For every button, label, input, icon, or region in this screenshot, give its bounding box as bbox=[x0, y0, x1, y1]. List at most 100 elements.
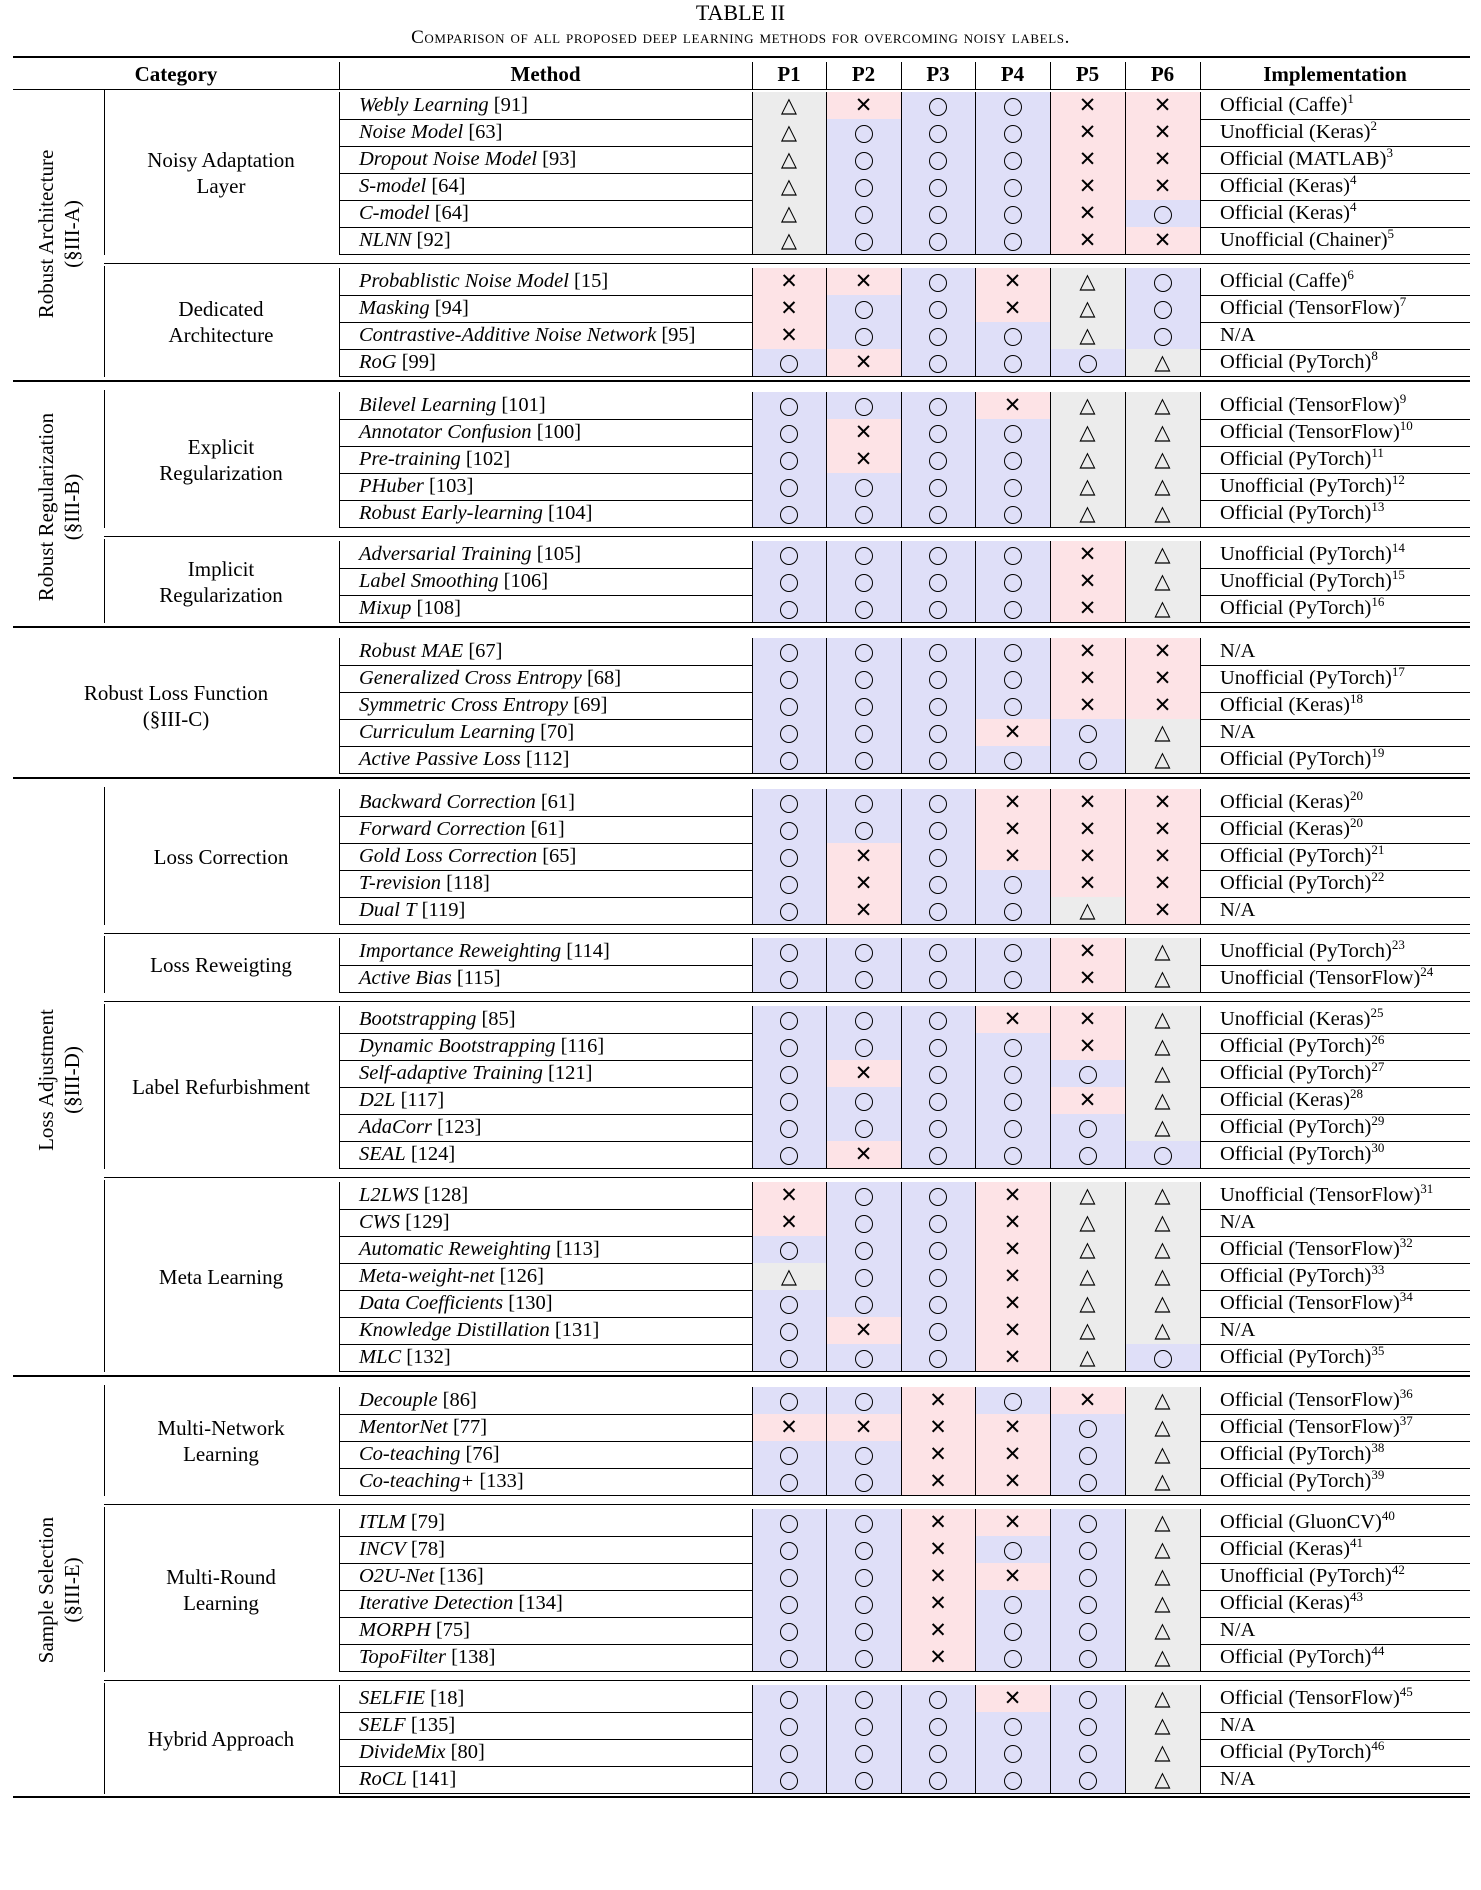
circle-icon bbox=[1003, 355, 1022, 374]
p5-cell: △ bbox=[1050, 419, 1125, 446]
p1-cell-shade bbox=[753, 295, 826, 322]
method-cell: O2U-Net [136] bbox=[359, 1563, 484, 1590]
triangle-icon: △ bbox=[780, 147, 798, 171]
p5-cell-shade bbox=[1051, 473, 1125, 500]
p2-cell bbox=[826, 719, 901, 746]
p4-cell-shade bbox=[976, 1344, 1050, 1371]
p6-cell-shade bbox=[1126, 1644, 1200, 1671]
cross-icon: ✕ bbox=[854, 1318, 873, 1342]
implementation-text: N/A bbox=[1220, 1768, 1256, 1790]
circle-icon bbox=[1003, 1542, 1022, 1561]
circle-icon bbox=[1003, 601, 1022, 620]
circle-icon bbox=[929, 328, 947, 347]
footnote-mark: 27 bbox=[1371, 1059, 1385, 1074]
circle-icon bbox=[1003, 752, 1022, 771]
cross-icon: ✕ bbox=[1003, 1469, 1022, 1493]
circle-icon bbox=[780, 601, 798, 620]
p4-cell bbox=[975, 119, 1050, 146]
footnote-mark: 42 bbox=[1391, 1562, 1405, 1577]
method-reference: [124] bbox=[410, 1143, 456, 1165]
p3-cell bbox=[901, 665, 975, 692]
p4-cell: ✕ bbox=[975, 1685, 1050, 1712]
circle-icon bbox=[780, 876, 798, 895]
column-rule bbox=[1125, 1387, 1126, 1495]
circle-icon bbox=[854, 1120, 873, 1139]
circle-icon bbox=[1078, 1623, 1097, 1642]
p3-cell bbox=[901, 146, 975, 173]
footnote-mark: 41 bbox=[1349, 1535, 1363, 1550]
implementation-cell: Official (Keras)4 bbox=[1220, 173, 1356, 200]
triangle-icon: △ bbox=[1154, 447, 1171, 471]
column-rule bbox=[901, 638, 902, 773]
header-implementation: Implementation bbox=[1263, 62, 1407, 86]
cross-icon: ✕ bbox=[1078, 693, 1097, 717]
subgroup-label: Loss Reweigting bbox=[104, 938, 338, 992]
method-cell: Active Bias [115] bbox=[359, 965, 501, 992]
column-rule bbox=[1200, 1387, 1201, 1495]
circle-icon bbox=[1153, 206, 1172, 225]
row-rule bbox=[339, 773, 1470, 774]
p1-cell-shade bbox=[753, 1209, 826, 1236]
method-reference: [108] bbox=[416, 597, 461, 619]
p6-cell-shade bbox=[1126, 1739, 1200, 1766]
p2-cell bbox=[826, 541, 901, 568]
subgroup-rule bbox=[104, 536, 1470, 537]
p6-cell: △ bbox=[1125, 1317, 1200, 1344]
p1-cell: ✕ bbox=[752, 1414, 826, 1441]
triangle-icon: △ bbox=[1079, 898, 1096, 922]
p5-cell-shade bbox=[1051, 1209, 1125, 1236]
circle-icon bbox=[854, 1296, 873, 1315]
category-rule bbox=[13, 380, 1470, 382]
implementation-cell: N/A bbox=[1220, 638, 1255, 665]
circle-icon bbox=[854, 601, 873, 620]
implementation-text: Official (GluonCV) bbox=[1220, 1511, 1382, 1533]
method-reference: [68] bbox=[586, 667, 622, 689]
method-name: Forward Correction bbox=[359, 818, 526, 840]
p4-cell-shade bbox=[976, 1209, 1050, 1236]
p5-cell bbox=[1050, 1441, 1125, 1468]
footnote-mark: 36 bbox=[1399, 1386, 1413, 1401]
column-rule bbox=[1200, 268, 1201, 376]
method-name: Generalized Cross Entropy bbox=[359, 667, 582, 689]
p4-cell-shade bbox=[976, 719, 1050, 746]
triangle-icon: △ bbox=[1079, 447, 1096, 471]
circle-icon bbox=[1003, 1039, 1022, 1058]
p3-cell bbox=[901, 119, 975, 146]
method-cell: Forward Correction [61] bbox=[359, 816, 565, 843]
circle-icon bbox=[929, 1147, 947, 1166]
circle-icon bbox=[780, 1350, 798, 1369]
column-rule bbox=[752, 541, 753, 622]
p3-cell: ✕ bbox=[901, 1590, 975, 1617]
column-rule bbox=[901, 1685, 902, 1793]
implementation-text: Official (PyTorch) bbox=[1220, 1265, 1372, 1287]
p1-cell-shade bbox=[753, 268, 826, 295]
column-rule bbox=[975, 1685, 976, 1793]
method-reference: [15] bbox=[574, 270, 609, 292]
p1-cell: △ bbox=[752, 146, 826, 173]
p4-cell: ✕ bbox=[975, 1290, 1050, 1317]
method-name: SELFIE bbox=[359, 1687, 426, 1709]
subgroup-label-text: Label Refurbishment bbox=[132, 1075, 310, 1099]
cross-icon: ✕ bbox=[1003, 1007, 1022, 1031]
table-caption-title: TABLE II bbox=[695, 0, 786, 25]
triangle-icon: △ bbox=[1154, 1740, 1171, 1764]
method-name: Co-teaching bbox=[359, 1443, 461, 1465]
p6-cell-shade bbox=[1126, 1712, 1200, 1739]
circle-icon bbox=[1078, 725, 1097, 744]
circle-icon bbox=[780, 574, 798, 593]
method-reference: [123] bbox=[437, 1116, 482, 1138]
p5-cell-shade bbox=[1051, 1006, 1125, 1033]
circle-icon bbox=[929, 1039, 947, 1058]
method-cell: D2L [117] bbox=[359, 1087, 444, 1114]
p4-cell: ✕ bbox=[975, 1317, 1050, 1344]
p2-cell bbox=[826, 227, 901, 254]
circle-icon bbox=[929, 1188, 947, 1207]
method-reference: [76] bbox=[465, 1443, 500, 1465]
circle-icon bbox=[1003, 1120, 1022, 1139]
method-reference: [119] bbox=[421, 899, 466, 921]
p2-cell bbox=[826, 1182, 901, 1209]
p5-cell: △ bbox=[1050, 473, 1125, 500]
p6-cell: ✕ bbox=[1125, 173, 1200, 200]
footnote-mark: 1 bbox=[1347, 91, 1354, 106]
p3-cell bbox=[901, 870, 975, 897]
